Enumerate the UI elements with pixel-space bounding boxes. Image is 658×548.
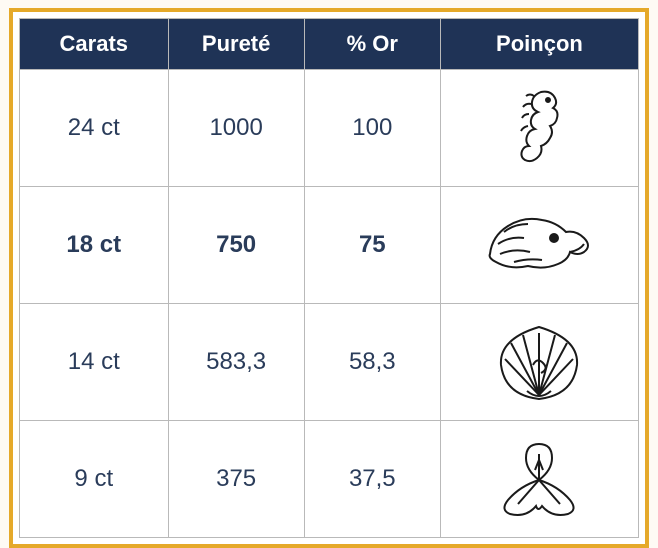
table-header-row: Carats Pureté % Or Poinçon bbox=[20, 19, 639, 70]
gold-purity-table-frame: Carats Pureté % Or Poinçon 24 ct 1000 10… bbox=[9, 8, 649, 548]
cell-purete: 750 bbox=[168, 187, 304, 304]
cell-purete: 1000 bbox=[168, 70, 304, 187]
col-header-carats: Carats bbox=[20, 19, 169, 70]
cell-pct-or: 75 bbox=[304, 187, 440, 304]
table-row: 24 ct 1000 100 bbox=[20, 70, 639, 187]
col-header-pct-or: % Or bbox=[304, 19, 440, 70]
cell-pct-or: 58,3 bbox=[304, 304, 440, 421]
table-row: 14 ct 583,3 58,3 bbox=[20, 304, 639, 421]
col-header-poincon: Poinçon bbox=[440, 19, 638, 70]
cell-carats: 14 ct bbox=[20, 304, 169, 421]
col-header-purete: Pureté bbox=[168, 19, 304, 70]
seahorse-icon bbox=[511, 86, 567, 170]
cell-carats: 18 ct bbox=[20, 187, 169, 304]
cell-pct-or: 100 bbox=[304, 70, 440, 187]
gold-purity-table: Carats Pureté % Or Poinçon 24 ct 1000 10… bbox=[19, 18, 639, 538]
cell-poincon bbox=[440, 70, 638, 187]
cell-poincon bbox=[440, 187, 638, 304]
clover-icon bbox=[496, 440, 582, 518]
eagle-head-icon bbox=[484, 210, 594, 280]
cell-poincon bbox=[440, 304, 638, 421]
scallop-shell-icon bbox=[493, 321, 585, 403]
cell-purete: 583,3 bbox=[168, 304, 304, 421]
cell-carats: 24 ct bbox=[20, 70, 169, 187]
table-row: 18 ct 750 75 bbox=[20, 187, 639, 304]
